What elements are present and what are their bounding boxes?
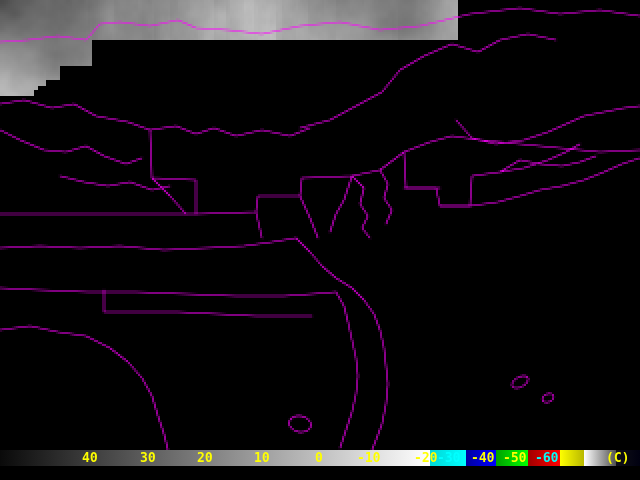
temperature-colorbar	[0, 450, 640, 466]
colorbar-gradient	[0, 450, 640, 466]
colorbar-tick-1: 30	[140, 451, 156, 466]
colorbar-tick-3: 10	[254, 451, 270, 466]
colorbar-tick-6: -20	[414, 451, 438, 466]
status-bar: 73 0073 G-12 IMG 4 18 SEP 03261 195513 0…	[0, 466, 640, 480]
colorbar-tick-9: -50	[503, 451, 527, 466]
satellite-image-canvas	[0, 0, 640, 450]
colorbar-tick-5: -10	[357, 451, 381, 466]
colorbar-tick-0: 40	[82, 451, 98, 466]
infrared-imagery	[0, 0, 640, 450]
colorbar-tick-7: -30	[437, 451, 461, 466]
colorbar-tick-4: 0	[315, 451, 323, 466]
colorbar-tick-2: 20	[197, 451, 213, 466]
colorbar-tick-8: -40	[471, 451, 495, 466]
colorbar-tick-10: -60	[535, 451, 559, 466]
colorbar-units-label: (C)	[606, 451, 630, 466]
